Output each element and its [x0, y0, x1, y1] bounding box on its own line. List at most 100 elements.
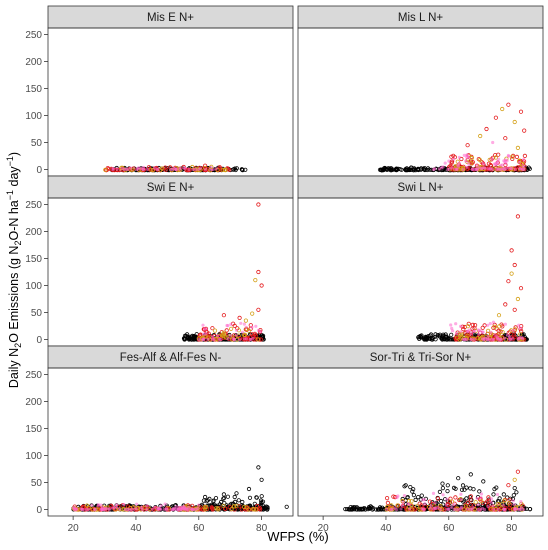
data-point — [432, 334, 437, 339]
data-point — [459, 330, 463, 334]
data-point — [229, 501, 234, 506]
panel-points — [377, 102, 532, 173]
data-point — [220, 167, 225, 173]
data-point — [475, 496, 479, 500]
data-point — [129, 166, 133, 170]
data-point — [505, 333, 509, 337]
y-tick-label: 0 — [36, 165, 42, 176]
data-point — [246, 507, 251, 512]
data-point — [488, 166, 493, 170]
x-tick-label: 80 — [506, 523, 518, 534]
data-point — [440, 481, 445, 486]
data-point — [480, 330, 484, 334]
y-tick-label: 250 — [25, 200, 42, 211]
data-point — [440, 485, 445, 491]
data-point — [221, 330, 226, 335]
data-point — [258, 498, 264, 503]
data-point — [226, 324, 230, 328]
data-point — [212, 337, 216, 342]
data-point — [153, 505, 157, 509]
data-point — [209, 164, 214, 169]
data-point — [99, 503, 103, 507]
data-point — [211, 499, 216, 504]
data-point — [126, 167, 130, 171]
data-point — [465, 507, 470, 511]
panel-points — [181, 202, 266, 342]
data-point — [511, 328, 515, 332]
data-point — [467, 333, 472, 338]
panel-6: Sor-Tri & Tri-Sor N+ 20 40 60 80 — [297, 345, 544, 534]
data-point — [478, 507, 483, 512]
data-point — [79, 507, 83, 511]
data-point — [482, 337, 486, 342]
data-point — [145, 167, 149, 171]
data-point — [465, 143, 470, 148]
data-point — [416, 494, 421, 500]
data-point — [500, 106, 505, 112]
data-point — [483, 166, 487, 170]
data-point — [84, 507, 88, 512]
data-point — [491, 492, 496, 497]
data-point — [229, 322, 233, 326]
data-point — [459, 487, 465, 492]
data-point — [514, 490, 519, 495]
data-point — [197, 333, 202, 338]
data-point — [481, 479, 486, 484]
data-point — [411, 168, 416, 173]
data-point — [438, 498, 444, 504]
data-point — [260, 506, 265, 511]
x-tick-label: 60 — [443, 523, 455, 534]
y-tick-label: 200 — [25, 397, 42, 408]
data-point — [500, 329, 505, 335]
data-point — [512, 485, 517, 491]
data-point — [465, 333, 470, 338]
data-point — [476, 503, 480, 507]
data-point — [182, 336, 187, 341]
data-point — [429, 504, 433, 508]
data-point — [518, 326, 522, 330]
data-point — [73, 507, 77, 511]
panel-title: Mis L N+ — [398, 12, 444, 24]
data-point — [111, 506, 115, 510]
data-point — [508, 496, 513, 501]
data-point — [224, 328, 229, 333]
data-point — [457, 155, 461, 159]
data-point — [527, 166, 532, 171]
data-point — [239, 507, 244, 512]
data-point — [163, 167, 169, 172]
data-point — [452, 507, 456, 512]
data-point — [247, 495, 253, 500]
y-label-sub1: 2 — [13, 343, 23, 348]
data-point — [501, 492, 506, 497]
data-point — [445, 488, 450, 494]
data-point — [441, 336, 446, 341]
data-point — [363, 507, 368, 512]
data-point — [284, 504, 289, 509]
data-point — [451, 157, 456, 161]
data-point — [509, 166, 513, 170]
data-point — [122, 167, 126, 172]
data-point — [127, 507, 131, 512]
data-point — [447, 499, 452, 504]
data-point — [100, 507, 104, 511]
data-point — [433, 501, 437, 505]
data-point — [204, 504, 209, 510]
data-point — [480, 325, 485, 330]
panel-points — [71, 465, 289, 512]
data-point — [257, 505, 262, 511]
data-point — [228, 334, 232, 338]
panel-title: Fes-Alf & Alf-Fes N- — [120, 352, 222, 364]
data-point — [256, 307, 261, 312]
data-point — [385, 507, 389, 511]
data-point — [254, 495, 259, 500]
data-point — [221, 503, 226, 508]
data-point — [486, 323, 490, 327]
data-point — [468, 507, 472, 511]
data-point — [385, 500, 390, 505]
data-point — [114, 505, 119, 509]
y-tick-label: 250 — [25, 30, 42, 41]
data-point — [499, 337, 503, 342]
data-point — [445, 483, 450, 488]
data-point — [457, 507, 461, 512]
data-point — [449, 505, 454, 510]
